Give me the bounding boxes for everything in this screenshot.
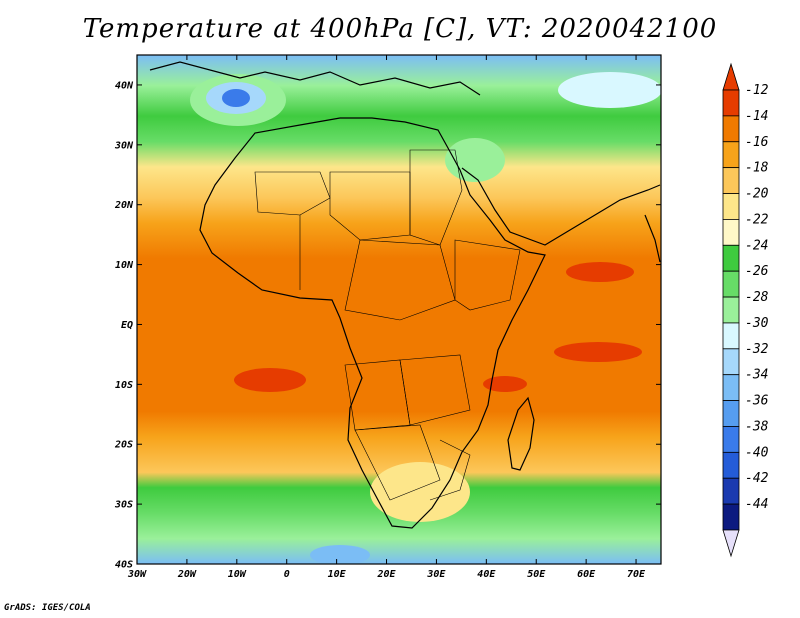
warm-region-southern-africa — [370, 462, 470, 522]
europe-coastline — [149, 61, 481, 96]
colorbar-swatch — [722, 141, 740, 169]
border-west-africa — [254, 171, 331, 216]
lat-tick-label: EQ — [121, 320, 133, 331]
credit-label: GrADS: IGES/COLA — [4, 603, 91, 613]
lon-tick-label: 30W — [127, 569, 147, 580]
border-mozambique — [429, 439, 471, 501]
colorbar-label: -42 — [745, 471, 769, 486]
border-ethiopia-kenya — [454, 239, 521, 311]
lon-tick-label: 20E — [376, 569, 396, 580]
cold-core — [222, 89, 250, 107]
colorbar-swatch — [722, 374, 740, 401]
colorbar-label: -16 — [745, 135, 769, 150]
lat-tick-label: 30N — [114, 140, 134, 151]
colorbar-label: -26 — [745, 264, 769, 279]
colorbar-swatch — [722, 115, 740, 143]
border-central-sahara — [329, 171, 411, 241]
colorbar-swatch — [722, 219, 740, 246]
lon-tick-label: 60E — [577, 569, 596, 580]
lon-tick-label: 10W — [228, 569, 247, 580]
border-egypt-sudan — [409, 149, 463, 246]
colorbar-label: -20 — [745, 187, 769, 202]
lon-tick-label: 10E — [328, 569, 347, 580]
africa-coastline — [199, 117, 546, 529]
colorbar-label: -12 — [745, 83, 769, 98]
colorbar-label: -30 — [745, 316, 769, 331]
colorbar-swatch — [722, 244, 740, 272]
colorbar-swatch — [722, 89, 740, 117]
colorbar-swatch — [722, 167, 740, 194]
warm-anomaly-atlantic — [234, 368, 306, 392]
border-zambia — [399, 354, 471, 426]
madagascar-coastline — [507, 396, 535, 471]
lon-tick-label: 20W — [177, 569, 197, 580]
lon-tick-label: 0 — [284, 569, 290, 580]
latitude-axis: 40N 30N 20N 10N EQ 10S 20S 30S 40S — [114, 80, 661, 571]
colorbar-swatch — [722, 477, 740, 505]
colorbar-label: -34 — [745, 368, 768, 383]
colorbar-label: -44 — [745, 497, 768, 512]
colorbar-top-arrow — [722, 62, 740, 91]
longitude-axis: 30W 20W 10W 0 10E 20E 30E 40E 50E 60E 70E — [127, 55, 646, 580]
chart-title: Temperature at 400hPa [C], VT: 202004210… — [82, 14, 718, 44]
colorbar-label: -32 — [745, 342, 769, 357]
colorbar-label: -24 — [745, 238, 768, 253]
colorbar: -12 -14 -16 -18 -20 -22 -24 -26 -28 -30 -32 -34 -36 -… — [722, 62, 769, 558]
warm-anomaly-indian-ocean — [554, 342, 642, 362]
arabia-coastline — [461, 167, 661, 246]
lat-tick-label: 40S — [115, 560, 133, 571]
colorbar-swatch — [722, 270, 740, 298]
colorbar-label: -40 — [745, 445, 769, 460]
colorbar-label: -36 — [745, 394, 769, 409]
colorbar-swatch — [722, 503, 740, 531]
plot-frame — [136, 54, 662, 565]
colorbar-swatch — [722, 451, 740, 479]
cold-region-middle-east — [558, 72, 661, 108]
colorbar-swatch — [722, 296, 740, 324]
lon-tick-label: 50E — [527, 569, 546, 580]
lat-tick-label: 30S — [114, 500, 133, 511]
warm-anomaly-arabian-sea — [566, 262, 634, 282]
lat-tick-label: 20S — [114, 440, 133, 451]
cold-region-south-atlantic — [310, 545, 370, 564]
india-coastline — [644, 214, 661, 263]
colorbar-label: -28 — [745, 290, 769, 305]
colorbar-swatch — [722, 193, 740, 220]
coastlines — [149, 61, 661, 529]
temperature-field — [137, 55, 661, 564]
lat-tick-label: 40N — [115, 80, 134, 91]
lon-tick-label: 30E — [426, 569, 446, 580]
border-central-africa — [344, 239, 456, 321]
colorbar-label: -14 — [745, 109, 768, 124]
country-borders — [254, 149, 521, 501]
lat-tick-label: 20N — [114, 200, 134, 211]
lon-tick-label: 70E — [627, 569, 646, 580]
lon-tick-label: 40E — [477, 569, 496, 580]
warm-anomaly-east-africa — [483, 376, 527, 392]
colorbar-label: -18 — [745, 161, 769, 176]
colorbar-label: -38 — [745, 419, 769, 434]
lat-tick-label: 10S — [115, 380, 133, 391]
colorbar-swatch — [722, 426, 740, 453]
colorbar-swatch — [722, 322, 740, 350]
colorbar-swatch — [722, 348, 740, 376]
lat-tick-label: 10N — [115, 260, 134, 271]
colorbar-label: -22 — [745, 212, 769, 227]
colorbar-swatch — [722, 400, 740, 427]
border-namibia-botswana — [354, 424, 441, 501]
colorbar-bottom-arrow — [722, 529, 740, 558]
